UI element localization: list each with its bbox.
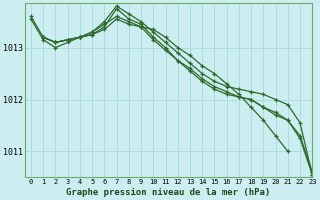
X-axis label: Graphe pression niveau de la mer (hPa): Graphe pression niveau de la mer (hPa) xyxy=(67,188,271,197)
